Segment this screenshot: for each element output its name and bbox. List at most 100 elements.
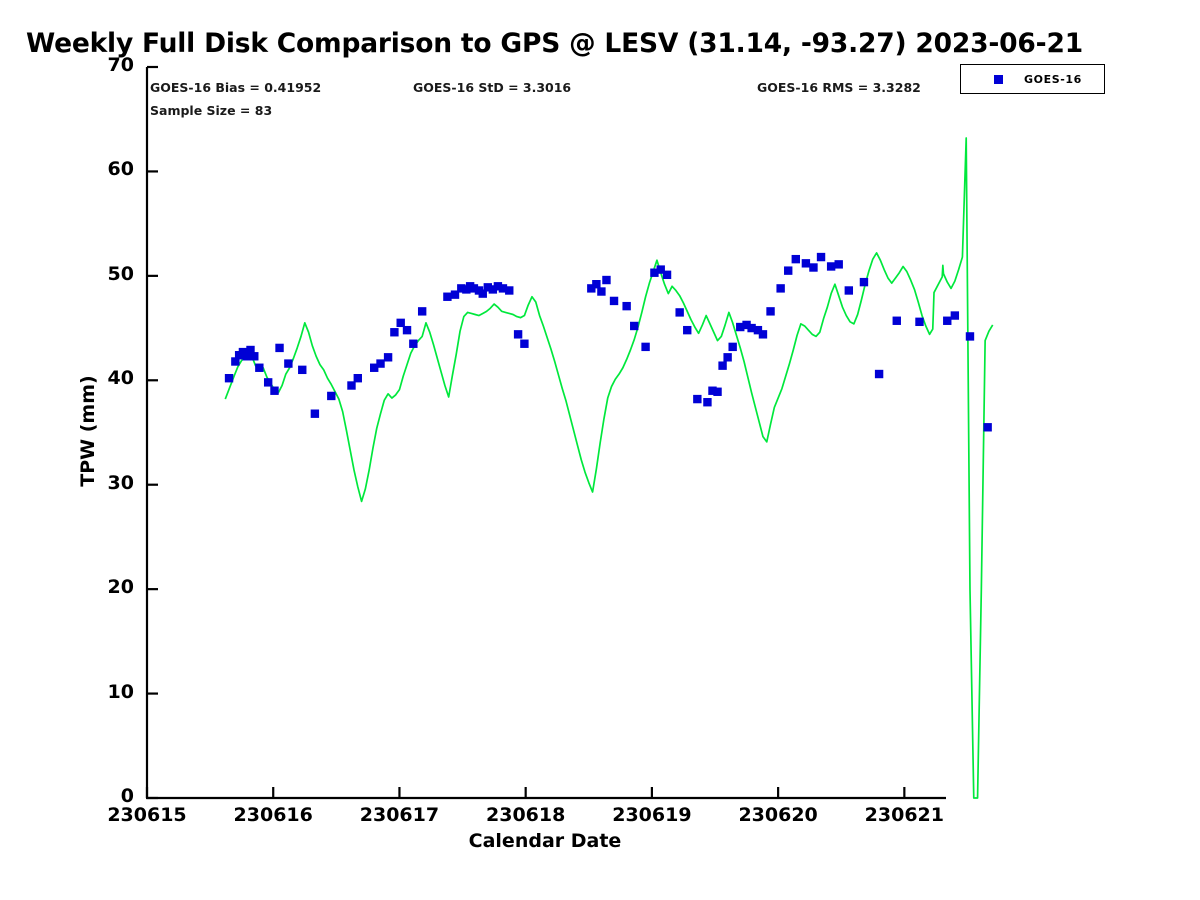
data-point-marker [859, 277, 869, 287]
data-point-marker [409, 339, 418, 348]
x-axis-title: Calendar Date [468, 830, 622, 852]
data-point-marker [950, 311, 960, 320]
data-point-marker [656, 265, 665, 274]
data-point-marker [493, 282, 503, 291]
data-point-marker [708, 386, 717, 395]
gps-line-series [224, 137, 994, 799]
data-point-marker [683, 325, 692, 335]
data-point-marker [270, 386, 279, 395]
data-point-marker [602, 275, 611, 285]
data-point-marker [622, 301, 631, 311]
y-tick-label: 50 [107, 262, 134, 285]
data-point-marker [703, 398, 712, 407]
data-point-marker [417, 307, 427, 316]
data-point-marker [641, 342, 650, 352]
data-point-marker [310, 409, 320, 418]
stat-std: GOES-16 StD = 3.3016 [413, 80, 572, 95]
data-point-marker [231, 357, 240, 366]
data-point-marker [718, 361, 727, 370]
data-point-marker [443, 292, 452, 301]
x-tick-label: 230615 [107, 804, 187, 826]
data-point-marker [592, 280, 601, 289]
data-point-marker [284, 359, 293, 368]
x-tick-label: 230617 [359, 804, 440, 826]
y-axis-ticks [147, 65, 158, 800]
data-point-marker [753, 325, 763, 335]
x-tick-label: 230620 [738, 804, 818, 826]
data-point-marker [809, 263, 818, 272]
data-point-marker [488, 285, 498, 294]
gps-line-path [224, 137, 994, 799]
data-point-marker [396, 318, 405, 328]
data-point-marker [609, 296, 619, 306]
data-point-marker [742, 320, 751, 330]
data-point-marker [263, 378, 273, 387]
data-point-marker [520, 339, 529, 348]
data-point-marker [587, 284, 596, 293]
stat-bias: GOES-16 Bias = 0.41952 [150, 80, 322, 95]
data-point-marker [791, 254, 800, 264]
data-point-marker [650, 268, 659, 277]
x-tick-label: 230621 [864, 804, 944, 826]
data-point-marker [498, 284, 508, 293]
y-tick-label: 60 [107, 158, 134, 181]
x-axis-ticks [145, 787, 906, 798]
data-point-marker [766, 307, 775, 316]
data-point-marker [353, 374, 362, 383]
data-point-marker [693, 394, 702, 404]
data-point-marker [816, 252, 826, 262]
y-axis-title: TPW (mm) [77, 375, 99, 487]
data-point-marker [370, 363, 379, 372]
data-point-marker [242, 352, 251, 361]
axis-frame [145, 67, 946, 800]
data-point-marker [376, 359, 385, 368]
legend-marker-icon [994, 75, 1003, 84]
y-tick-label: 30 [107, 471, 134, 494]
data-point-marker [450, 290, 460, 299]
data-point-marker [844, 286, 854, 295]
data-point-marker [347, 381, 356, 390]
data-point-marker [776, 284, 785, 293]
data-point-marker [662, 270, 672, 280]
data-point-marker [630, 321, 639, 331]
y-tick-label: 10 [107, 680, 134, 703]
data-point-marker [943, 316, 952, 325]
page-title: Weekly Full Disk Comparison to GPS @ LES… [26, 28, 1083, 59]
data-point-marker [834, 260, 843, 269]
data-point-marker [758, 330, 768, 339]
x-tick-label: 230616 [233, 804, 313, 826]
data-point-marker [327, 391, 336, 401]
data-point-marker [383, 353, 393, 362]
data-point-marker [505, 286, 514, 295]
data-point-marker [478, 289, 487, 298]
goes16-scatter-series [224, 252, 992, 432]
data-point-marker [513, 330, 523, 339]
data-point-marker [723, 353, 732, 362]
data-point-marker [983, 423, 992, 432]
data-point-marker [250, 352, 259, 361]
data-point-marker [747, 323, 756, 333]
data-point-marker [713, 387, 722, 396]
y-tick-label: 20 [107, 576, 134, 599]
data-point-marker [224, 374, 234, 383]
y-tick-label: 70 [107, 54, 134, 76]
data-point-marker [801, 259, 811, 268]
data-point-marker [597, 287, 606, 296]
data-point-marker [469, 284, 479, 293]
stat-rms: GOES-16 RMS = 3.3282 [757, 80, 921, 95]
legend: GOES-16 [960, 64, 1105, 94]
data-point-marker [965, 332, 975, 341]
data-point-marker [892, 316, 901, 325]
y-tick-label: 40 [107, 367, 134, 390]
data-point-marker [915, 317, 924, 327]
data-point-marker [298, 365, 307, 375]
data-point-marker [483, 283, 493, 292]
data-point-marker [784, 266, 793, 275]
data-point-marker [826, 262, 836, 271]
stat-sample-size: Sample Size = 83 [150, 103, 273, 118]
data-point-marker [402, 325, 412, 335]
data-point-marker [675, 308, 684, 317]
y-tick-label: 0 [120, 785, 134, 807]
data-point-marker [255, 363, 264, 372]
